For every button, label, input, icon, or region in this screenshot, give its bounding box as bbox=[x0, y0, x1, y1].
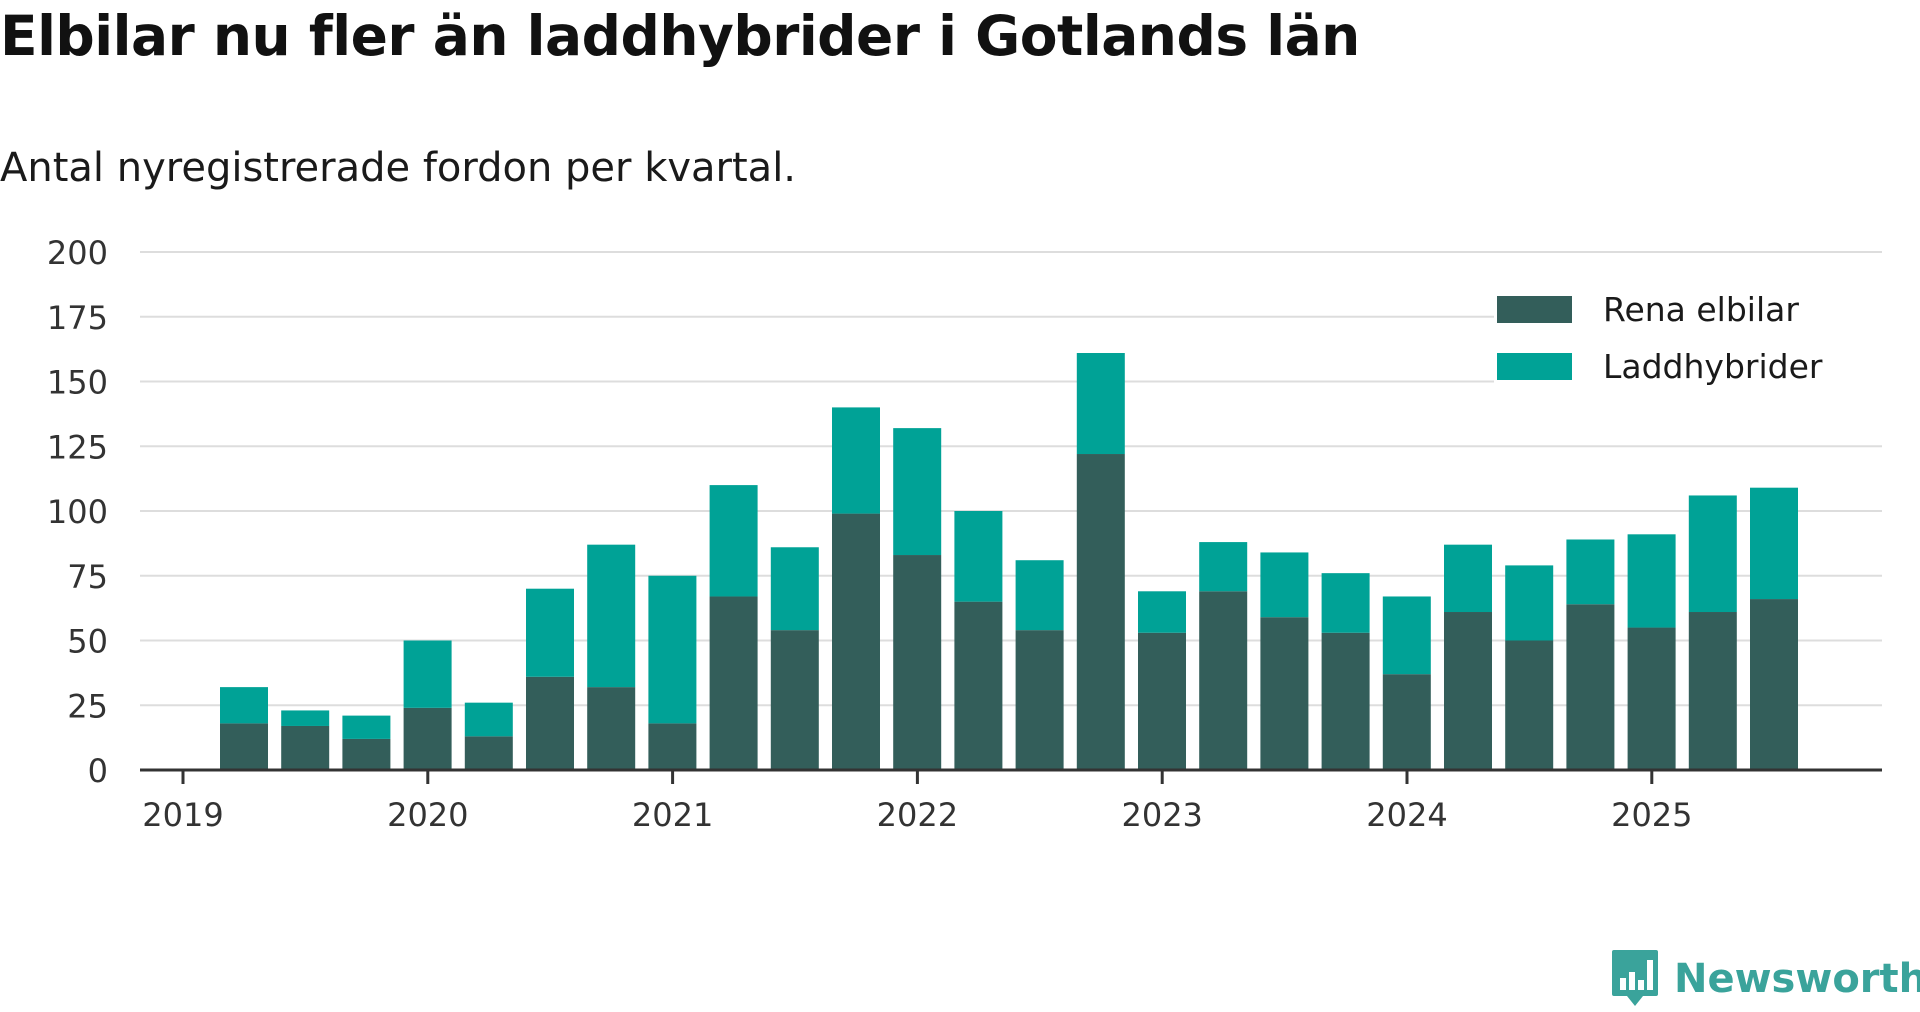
bar-segment bbox=[1321, 632, 1370, 770]
bar-segment bbox=[648, 723, 697, 770]
bar-segment bbox=[1138, 632, 1186, 770]
bar-segment bbox=[1627, 627, 1676, 770]
bar-segment bbox=[893, 428, 942, 556]
bar-segment bbox=[1688, 495, 1737, 613]
bar-segment bbox=[1076, 454, 1125, 770]
bar-segment bbox=[281, 725, 330, 770]
bar-segment bbox=[342, 715, 391, 739]
bar-segment bbox=[464, 702, 513, 737]
bar-segment bbox=[1505, 565, 1554, 641]
bar-segment bbox=[1750, 487, 1798, 600]
y-tick-label: 25 bbox=[67, 687, 108, 725]
bar-segment bbox=[281, 710, 330, 726]
y-tick-label: 175 bbox=[47, 299, 108, 337]
bar-segment bbox=[403, 707, 452, 770]
x-tick-label: 2022 bbox=[877, 796, 958, 834]
bar-segment bbox=[1750, 599, 1798, 770]
bar-segment bbox=[893, 555, 942, 770]
y-tick-label: 75 bbox=[67, 558, 108, 596]
bar-segment bbox=[1444, 544, 1492, 613]
bar-segment bbox=[1260, 552, 1309, 618]
bar-segment bbox=[220, 723, 268, 770]
bar-segment bbox=[770, 630, 819, 770]
bar-segment bbox=[1688, 612, 1737, 770]
y-tick-label: 100 bbox=[47, 493, 108, 531]
bar-segment bbox=[770, 547, 819, 631]
y-tick-label: 150 bbox=[47, 364, 108, 402]
bar-segment bbox=[1627, 534, 1676, 628]
bar-segment bbox=[526, 588, 574, 677]
brand-logo: Newsworthy bbox=[1610, 946, 1920, 1012]
bar-segment bbox=[1076, 353, 1125, 455]
bar-segment bbox=[1015, 630, 1064, 770]
bar-segment bbox=[1138, 591, 1186, 633]
bar-segment bbox=[832, 407, 880, 514]
bar-segment bbox=[587, 544, 636, 688]
x-tick-label: 2020 bbox=[387, 796, 468, 834]
bar-segment bbox=[1566, 539, 1615, 605]
bar-segment bbox=[709, 596, 758, 770]
bar-segment bbox=[1505, 640, 1554, 770]
legend-swatch bbox=[1497, 296, 1572, 323]
y-tick-label: 50 bbox=[67, 623, 108, 661]
bar-segment bbox=[1199, 542, 1248, 592]
bar-segment bbox=[1015, 560, 1064, 631]
bar-segment bbox=[1444, 612, 1492, 770]
bar-segment bbox=[954, 511, 1003, 602]
chart-subtitle: Antal nyregistrerade fordon per kvartal. bbox=[0, 145, 797, 191]
y-tick-label: 200 bbox=[47, 234, 108, 272]
bar-segment bbox=[648, 575, 697, 724]
bar-segment bbox=[1382, 596, 1431, 675]
bar-segment bbox=[1199, 591, 1248, 770]
x-tick-label: 2024 bbox=[1366, 796, 1447, 834]
x-tick-label: 2025 bbox=[1611, 796, 1692, 834]
chart-title: Elbilar nu fler än laddhybrider i Gotlan… bbox=[0, 4, 1360, 68]
bar-segment bbox=[1382, 674, 1431, 770]
bar-segment bbox=[526, 676, 574, 770]
brand-name: Newsworthy bbox=[1674, 956, 1920, 1002]
bar-segment bbox=[1566, 604, 1615, 770]
bar-segment bbox=[1260, 617, 1309, 770]
bar-segment bbox=[220, 687, 268, 724]
bar-segment bbox=[464, 736, 513, 770]
bar-segment bbox=[587, 687, 636, 770]
bar-segment bbox=[403, 640, 452, 708]
newsworthy-logo-icon bbox=[1612, 950, 1658, 1006]
bar-segment bbox=[954, 601, 1003, 770]
y-tick-label: 125 bbox=[47, 428, 108, 466]
legend-label: Rena elbilar bbox=[1603, 290, 1799, 329]
legend-swatch bbox=[1497, 353, 1572, 380]
legend-label: Laddhybrider bbox=[1603, 347, 1823, 386]
bar-segment bbox=[832, 513, 880, 770]
bar-segment bbox=[342, 738, 391, 770]
x-tick-label: 2023 bbox=[1121, 796, 1202, 834]
bar-segment bbox=[709, 485, 758, 597]
x-tick-label: 2021 bbox=[632, 796, 713, 834]
y-tick-label: 0 bbox=[88, 752, 108, 790]
bar-segment bbox=[1321, 573, 1370, 633]
x-tick-label: 2019 bbox=[142, 796, 223, 834]
stacked-bar-chart: 0 25 50 75 100 125 150 175 200 2019 2020 2021 2022 20… bbox=[47, 234, 1882, 834]
